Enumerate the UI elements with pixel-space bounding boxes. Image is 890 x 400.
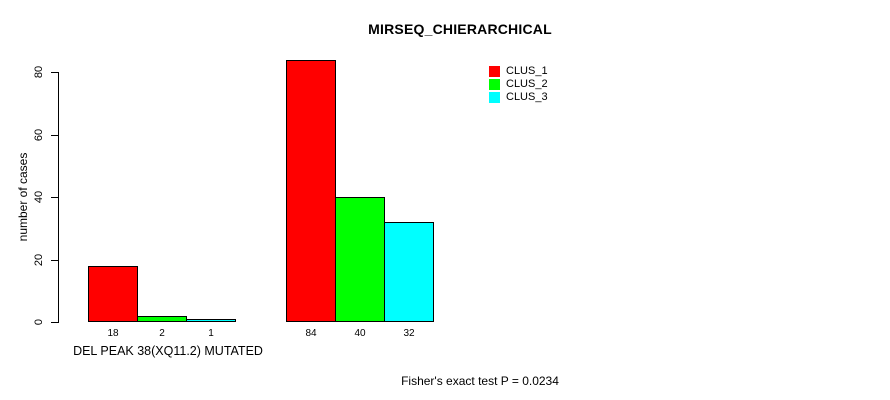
legend-label: CLUS_1 [506,65,548,77]
bar-clus_2-group1 [137,316,187,322]
legend-label: CLUS_3 [506,91,548,103]
y-tick-mark [51,197,59,198]
chart-title: MIRSEQ_CHIERARCHICAL [368,21,552,37]
legend: CLUS_1 CLUS_2 CLUS_3 [489,66,548,105]
legend-row: CLUS_1 [489,66,548,77]
y-tick-mark [51,135,59,136]
y-axis-label: number of cases [16,152,30,242]
bar-value-label: 2 [159,328,165,339]
bar-value-label: 40 [354,328,366,339]
y-tick-label: 80 [33,65,45,79]
bar-value-label: 18 [107,328,119,339]
group-label: DEL PEAK 38(XQ11.2) MUTATED [73,344,263,358]
legend-swatch-clus_1 [489,66,500,77]
legend-swatch-clus_2 [489,79,500,90]
bar-clus_3-group1 [186,319,236,322]
y-tick-mark [51,322,59,323]
y-tick-mark [51,260,59,261]
legend-row: CLUS_3 [489,92,548,103]
legend-label: CLUS_2 [506,78,548,90]
bar-clus_1-group1 [88,266,138,322]
bar-value-label: 32 [403,328,415,339]
y-tick-label: 40 [33,190,45,204]
legend-row: CLUS_2 [489,79,548,90]
y-tick-label: 60 [33,128,45,142]
y-tick-mark [51,72,59,73]
y-tick-label: 20 [33,253,45,267]
bar-value-label: 84 [305,328,317,339]
y-tick-label: 0 [33,318,45,326]
bar-clus_1-group2 [286,60,336,322]
bar-clus_2-group2 [335,197,385,322]
footnote-fisher-test: Fisher's exact test P = 0.0234 [401,374,559,388]
bar-value-label: 1 [208,328,214,339]
legend-swatch-clus_3 [489,92,500,103]
bar-clus_3-group2 [384,222,434,322]
